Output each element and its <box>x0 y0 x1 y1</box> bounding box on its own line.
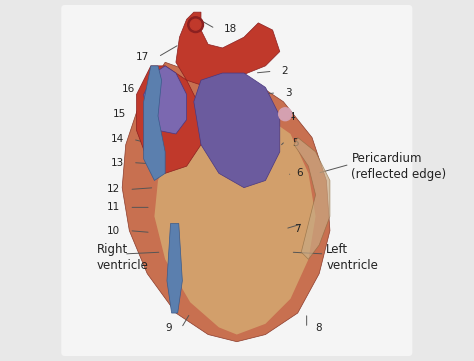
Text: Right
ventricle: Right ventricle <box>97 243 149 272</box>
Circle shape <box>190 19 201 30</box>
Polygon shape <box>176 12 280 87</box>
Text: 18: 18 <box>224 23 237 34</box>
Text: 13: 13 <box>111 158 124 168</box>
Polygon shape <box>122 62 330 342</box>
Polygon shape <box>155 109 316 335</box>
Polygon shape <box>144 66 187 134</box>
Text: 16: 16 <box>121 84 135 94</box>
FancyBboxPatch shape <box>61 5 412 356</box>
Text: Left
ventricle: Left ventricle <box>327 243 378 272</box>
Text: 2: 2 <box>282 66 288 76</box>
Text: 7: 7 <box>294 224 301 234</box>
Polygon shape <box>167 223 182 313</box>
Circle shape <box>188 17 203 32</box>
Polygon shape <box>137 66 201 173</box>
Text: 4: 4 <box>289 112 295 122</box>
Text: 3: 3 <box>285 88 292 98</box>
Text: 9: 9 <box>166 323 173 333</box>
Polygon shape <box>194 73 280 188</box>
Text: Pericardium
(reflected edge): Pericardium (reflected edge) <box>351 152 447 180</box>
Text: 10: 10 <box>107 226 120 236</box>
Text: 6: 6 <box>296 168 302 178</box>
Text: 12: 12 <box>107 184 120 195</box>
Text: 5: 5 <box>292 138 299 148</box>
Text: 14: 14 <box>111 134 124 144</box>
Circle shape <box>279 108 292 121</box>
Text: 15: 15 <box>112 109 126 119</box>
Polygon shape <box>144 66 165 180</box>
Polygon shape <box>294 138 330 259</box>
Text: 8: 8 <box>316 323 322 333</box>
Text: 17: 17 <box>136 52 149 62</box>
Text: 11: 11 <box>107 203 120 212</box>
Text: 1: 1 <box>271 39 277 49</box>
